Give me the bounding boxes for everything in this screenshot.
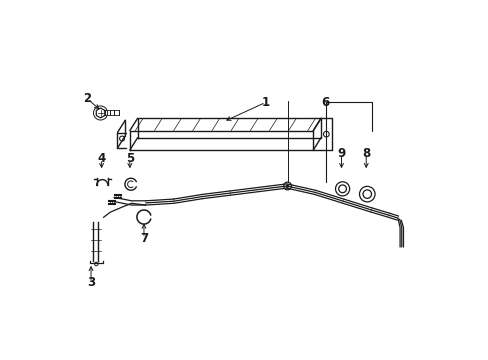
- Text: 1: 1: [261, 96, 269, 109]
- Text: 2: 2: [83, 93, 91, 105]
- Text: 9: 9: [337, 147, 345, 160]
- Text: 3: 3: [87, 276, 95, 289]
- Text: 4: 4: [97, 152, 105, 165]
- Text: 7: 7: [140, 232, 148, 245]
- Text: 8: 8: [361, 147, 369, 160]
- Circle shape: [285, 185, 288, 188]
- Text: 6: 6: [321, 96, 329, 109]
- Text: 5: 5: [125, 152, 134, 165]
